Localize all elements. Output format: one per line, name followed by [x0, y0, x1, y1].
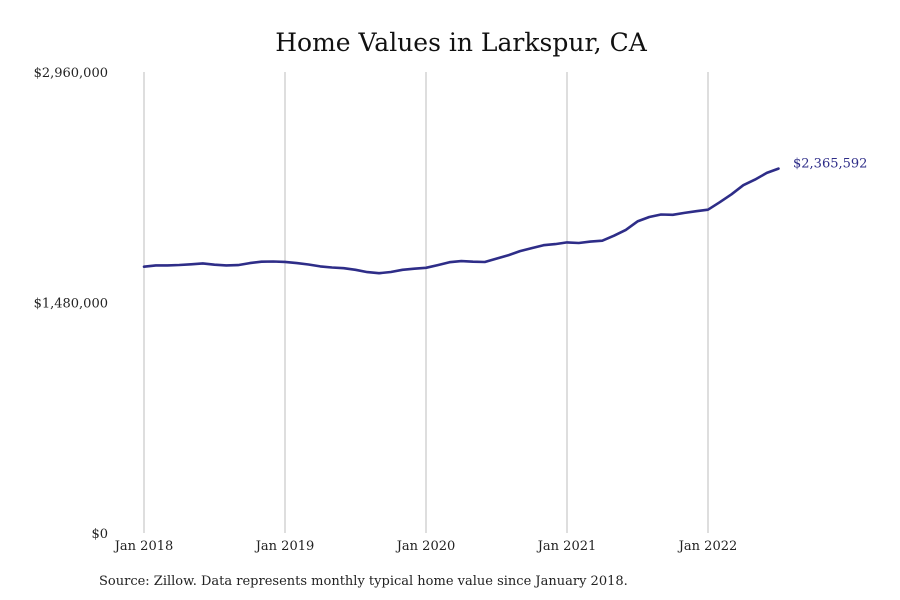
series-layer: [142, 167, 780, 275]
x-tick-label-4: Jan 2022: [677, 539, 738, 554]
x-tick-label-3: Jan 2021: [536, 539, 597, 554]
x-tick-label-2: Jan 2020: [395, 539, 456, 554]
series-line-0: [142, 167, 780, 275]
x-gridlines: [143, 72, 709, 533]
y-axis-tick-labels: $0 $1,480,000 $2,960,000: [34, 66, 108, 542]
x-axis-tick-labels: Jan 2018 Jan 2019 Jan 2020 Jan 2021 Jan 2022: [113, 539, 738, 554]
end-value-label: $2,365,592: [793, 157, 867, 172]
x-tick-label-0: Jan 2018: [113, 539, 174, 554]
x-tick-label-1: Jan 2019: [254, 539, 315, 554]
source-note: Source: Zillow. Data represents monthly …: [99, 574, 628, 589]
y-tick-label-0: $0: [91, 527, 108, 542]
y-tick-label-2: $2,960,000: [34, 66, 108, 81]
y-tick-label-1: $1,480,000: [34, 297, 108, 312]
chart-title: Home Values in Larkspur, CA: [275, 28, 647, 57]
